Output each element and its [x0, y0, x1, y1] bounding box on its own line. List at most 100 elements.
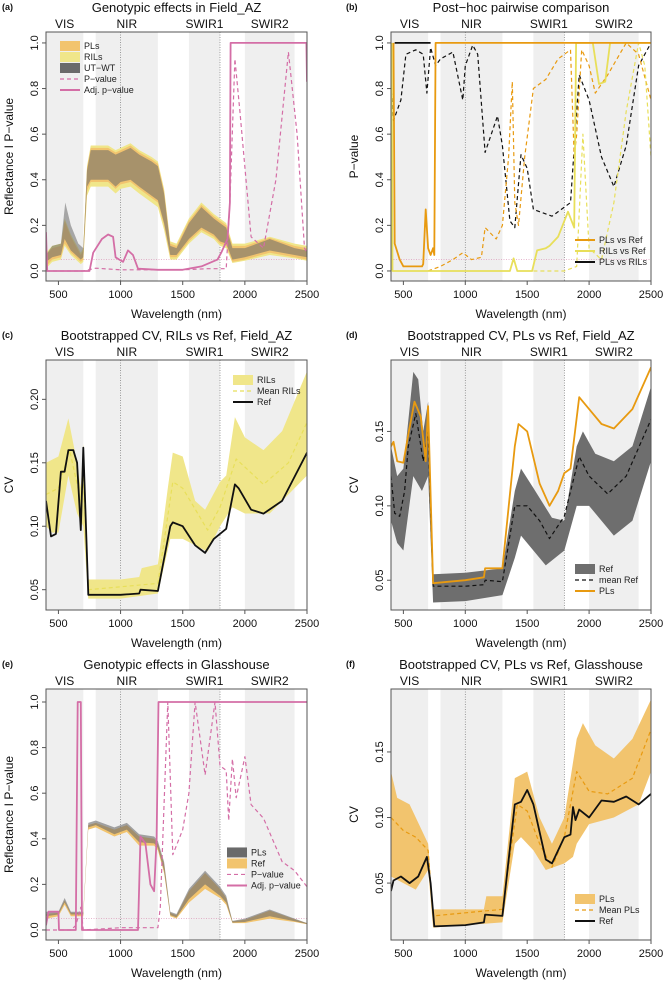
legend-label: RILs	[257, 375, 276, 385]
panel-d: VIS NIR SWIR1 SWIR2 500 1000 1500 2000 2500 0.05 0…	[346, 328, 663, 650]
series-pls-vs-ref-dashed-	[427, 42, 651, 272]
y-tick-label: 0.0	[29, 922, 41, 937]
panel-label: (f)	[346, 659, 355, 669]
region-label: NIR	[116, 674, 137, 688]
region-label: NIR	[461, 345, 482, 359]
y-tick-label: 0.6	[29, 786, 41, 801]
series-ref	[391, 789, 651, 928]
band-ut-wt	[46, 147, 307, 262]
y-tick-label: 0.0	[29, 263, 41, 278]
series-adj-p-value	[46, 701, 307, 931]
legend-label: PLs	[599, 586, 615, 596]
panel-f: VIS NIR SWIR1 SWIR2 500 1000 1500 2000 2500 0.05 0…	[346, 657, 663, 980]
legend-label: PLs	[84, 41, 100, 51]
legend-item: PLs	[575, 586, 615, 596]
x-tick-label: 500	[394, 948, 412, 960]
x-tick-label: 2500	[295, 618, 319, 630]
y-tick-label: 0.05	[374, 570, 386, 591]
region-label: SWIR1	[530, 17, 568, 31]
region-label: NIR	[116, 345, 137, 359]
x-tick-label: 1500	[170, 948, 194, 960]
region-label: SWIR1	[530, 345, 568, 359]
x-tick-label: 1500	[170, 618, 194, 630]
legend-item: UT−WT	[60, 63, 116, 73]
y-tick-label: 1.0	[29, 694, 41, 709]
legend-label: Ref	[257, 397, 272, 407]
band-ref	[391, 371, 651, 603]
legend-item: Ref	[575, 564, 614, 574]
y-axis-label: CV	[347, 806, 361, 823]
y-tick-label: 0.4	[29, 172, 41, 187]
series-rils-vs-ref	[391, 42, 651, 272]
y-tick-label: 0.10	[374, 807, 386, 828]
legend-item: RILs	[233, 375, 276, 385]
panel-label: (e)	[2, 659, 13, 669]
region-label: SWIR1	[530, 674, 568, 688]
region-label: SWIR2	[595, 345, 633, 359]
region-label: VIS	[55, 17, 74, 31]
x-tick-label: 2000	[233, 618, 257, 630]
x-tick-label: 1000	[108, 289, 132, 301]
region-shade-nir	[440, 32, 503, 281]
legend-swatch	[60, 52, 80, 62]
chart-title: Genotypic effects in Glasshouse	[83, 657, 269, 672]
y-tick-label: 0.8	[29, 81, 41, 96]
legend-swatch	[575, 564, 595, 574]
y-axis-label: P−value	[347, 134, 361, 178]
legend-item: P−value	[227, 869, 284, 879]
x-axis-label: Wavelength (nm)	[131, 966, 222, 980]
y-tick-label: 0.15	[29, 452, 41, 473]
region-label: VIS	[400, 17, 419, 31]
legend-item: PLs	[575, 894, 615, 904]
y-tick-label: 0.8	[29, 740, 41, 755]
legend-item: Adj. p−value	[227, 880, 301, 890]
legend-label: P−value	[251, 869, 284, 879]
legend-label: UT−WT	[84, 63, 116, 73]
legend-item: Ref	[227, 858, 266, 869]
legend-swatch	[233, 375, 253, 385]
y-axis-label: Reflectance I P−value	[2, 756, 16, 873]
y-tick-label: 0.20	[29, 389, 41, 410]
panel-label: (d)	[346, 330, 358, 340]
x-tick-label: 500	[394, 618, 412, 630]
region-label: VIS	[55, 674, 74, 688]
x-axis-label: Wavelength (nm)	[476, 636, 567, 650]
plot-area	[46, 32, 307, 281]
chart-title: Post−hoc pairwise comparison	[433, 0, 610, 15]
x-tick-label: 500	[49, 948, 67, 960]
series-pls-vs-ref	[392, 42, 651, 268]
region-shade-swir1	[188, 360, 220, 610]
x-tick-label: 2000	[577, 618, 601, 630]
legend-label: RILs	[84, 52, 103, 62]
legend-label: Ref	[599, 916, 614, 926]
x-tick-label: 1000	[108, 618, 132, 630]
plot-frame	[45, 359, 308, 611]
region-shade-swir1	[188, 689, 220, 940]
y-tick-label: 0.6	[374, 127, 386, 142]
region-label: SWIR2	[595, 17, 633, 31]
y-tick-label: 0.6	[29, 127, 41, 142]
legend-label: Adj. p−value	[84, 85, 134, 95]
region-label: VIS	[400, 674, 419, 688]
legend-label: P−value	[84, 74, 117, 84]
y-axis-label: Reflectance I P−value	[2, 98, 16, 215]
panel-e: VIS NIR SWIR1 SWIR2 500 1000 1500 2000 2500 0.0 0.…	[2, 657, 319, 980]
x-tick-label: 500	[394, 289, 412, 301]
y-tick-label: 0.15	[374, 741, 386, 762]
series-mean-ref	[391, 413, 651, 587]
plot-area	[391, 360, 651, 610]
y-axis-label: CV	[347, 477, 361, 494]
panel-c: VIS NIR SWIR1 SWIR2 500 1000 1500 2000 2500 0.05 0…	[2, 328, 319, 650]
legend-swatch	[60, 63, 80, 73]
plot-frame	[45, 688, 308, 941]
y-tick-label: 0.10	[374, 495, 386, 516]
legend-label: RILs vs Ref	[599, 246, 646, 256]
y-tick-label: 1.0	[29, 35, 41, 50]
panel-a: VIS NIR SWIR1 SWIR2 500 1000 1500 2000 2500 0.0 0.…	[2, 0, 319, 321]
legend-item: mean Ref	[575, 575, 639, 585]
region-shade-swir1	[533, 32, 565, 281]
legend-label: Adj. p−value	[251, 880, 301, 890]
